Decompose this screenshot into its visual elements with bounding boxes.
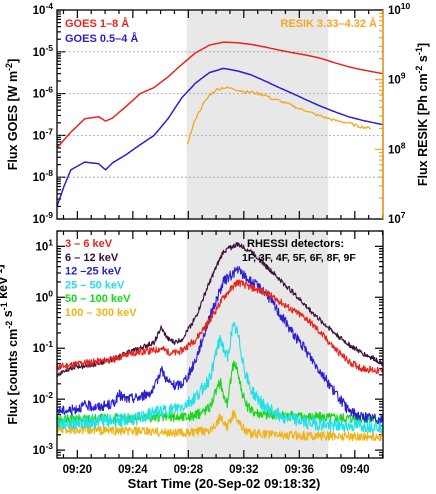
y-axis-label: Flux [counts cm-2 s-1 keV-1] bbox=[0, 264, 20, 424]
y2-tick-label: 109 bbox=[388, 71, 406, 87]
y-tick-label: 10-7 bbox=[33, 126, 54, 142]
y-tick-label: 10-4 bbox=[33, 1, 54, 17]
legend-entry: 12 –25 keV bbox=[65, 266, 122, 278]
series-line-goes-0-5-4 bbox=[56, 67, 384, 207]
legend-entry: GOES 0.5–4 Å bbox=[65, 32, 138, 45]
legend-entry: 3 – 6 keV bbox=[65, 238, 113, 250]
legend-entry: 25 – 50 keV bbox=[65, 279, 125, 291]
y-tick-label: 10-5 bbox=[33, 43, 54, 59]
series-line-resik bbox=[186, 86, 372, 145]
shaded-interval bbox=[186, 231, 329, 458]
plot-frame bbox=[56, 230, 384, 459]
legend-title: RHESSI detectors: bbox=[247, 238, 344, 250]
y-tick-label: 101 bbox=[35, 237, 53, 253]
y-axis-label: Flux GOES [W m-2] bbox=[4, 59, 20, 171]
legend-entry-resik: RESIK 3.33–4.32 Å bbox=[280, 17, 377, 30]
top-panel: 10-9 10-8 10-7 10-6 10-5 10-4 107 108 109 1010 Flu… bbox=[4, 1, 430, 226]
y2-tick-label: 107 bbox=[388, 210, 406, 226]
x-tick-label: 09:24 bbox=[118, 464, 148, 476]
legend-note: 1F, 3F, 4F, 5F, 6F, 8F, 9F bbox=[242, 252, 356, 264]
y-tick-label: 10-9 bbox=[33, 210, 54, 226]
x-axis-title: Start Time (20-Sep-02 09:18:32) bbox=[128, 476, 321, 491]
y-tick-label: 10-6 bbox=[33, 85, 54, 101]
y-tick-label: 10-8 bbox=[33, 168, 54, 184]
shaded-interval bbox=[186, 10, 329, 219]
y2-tick-label: 1010 bbox=[388, 1, 411, 17]
bottom-panel: 09:20 09:24 09:28 09:32 09:36 09:40 10-3 10-2 10… bbox=[0, 230, 384, 476]
legend-entry: 100 – 300 keV bbox=[65, 307, 137, 319]
series-line-3-6-kev bbox=[56, 279, 384, 374]
legend-entry: 6 – 12 keV bbox=[65, 252, 119, 264]
x-tick-label: 09:40 bbox=[340, 464, 369, 476]
x-tick-label: 09:20 bbox=[63, 464, 92, 476]
y-tick-label: 10-2 bbox=[33, 390, 54, 406]
series-line-100-300-kev bbox=[56, 410, 384, 442]
series-line-25-50-kev bbox=[56, 321, 384, 433]
x-tick-label: 09:36 bbox=[285, 464, 314, 476]
series-line-12-25-kev bbox=[56, 266, 384, 425]
x-tick-label: 09:32 bbox=[229, 464, 258, 476]
series-line-6-12-kev bbox=[56, 241, 384, 377]
legend-entry: GOES 1–8 Å bbox=[65, 17, 129, 30]
y2-tick-label: 108 bbox=[388, 140, 406, 156]
y2-axis-label: Flux RESIK [Ph cm-2 s-1] bbox=[414, 43, 430, 186]
series-line-goes-1-8 bbox=[56, 41, 384, 149]
y-tick-label: 100 bbox=[35, 288, 53, 304]
legend-entry: 50 – 100 keV bbox=[65, 293, 131, 305]
y-tick-label: 10-3 bbox=[33, 441, 54, 457]
x-tick-label: 09:28 bbox=[174, 464, 204, 476]
series-line-50-100-kev bbox=[56, 360, 384, 426]
y-tick-label: 10-1 bbox=[33, 339, 54, 355]
